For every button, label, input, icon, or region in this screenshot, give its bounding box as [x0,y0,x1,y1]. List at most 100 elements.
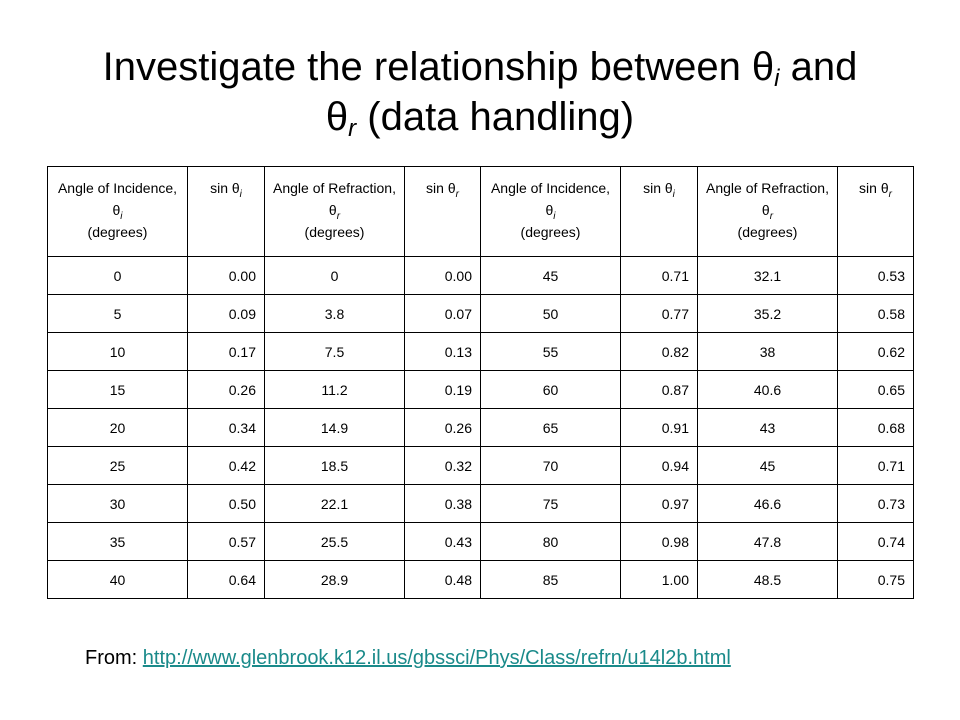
table-row: 15 0.26 11.2 0.19 60 0.87 40.6 0.65 [47,370,914,409]
table-cell: 50 [480,294,621,333]
table-cell: 0.26 [187,370,265,409]
table-row: 20 0.34 14.9 0.26 65 0.91 43 0.68 [47,408,914,447]
table-cell: 0.19 [404,370,481,409]
table-cell: 60 [480,370,621,409]
table-cell: 47.8 [697,522,838,561]
table-cell: 0.97 [620,484,698,523]
header-cell: Angle of Incidence, θi (degrees) [480,166,621,257]
table-cell: 0.13 [404,332,481,371]
table-cell: 0.77 [620,294,698,333]
table-cell: 0.09 [187,294,265,333]
header-text: Angle of Refraction, θ [706,180,829,218]
table-row: 25 0.42 18.5 0.32 70 0.94 45 0.71 [47,446,914,485]
table-cell: 0.32 [404,446,481,485]
table-row: 35 0.57 25.5 0.43 80 0.98 47.8 0.74 [47,522,914,561]
header-cell: Angle of Refraction, θr (degrees) [264,166,405,257]
table-cell: 43 [697,408,838,447]
table-cell: 0.65 [837,370,914,409]
table-cell: 35.2 [697,294,838,333]
source-link[interactable]: http://www.glenbrook.k12.il.us/gbssci/Ph… [142,647,731,669]
table-cell: 0.75 [837,560,914,599]
footer-label: From: [85,647,143,669]
header-text: sin θ [859,180,889,196]
table-cell: 85 [480,560,621,599]
table-cell: 0.91 [620,408,698,447]
table-cell: 0.26 [404,408,481,447]
title-text: θ [325,95,349,139]
header-row: Angle of Incidence, θi (degrees) sin θi Ang… [47,166,914,257]
table-cell: 35 [47,522,188,561]
table-cell: 25.5 [264,522,405,561]
table-cell: 5 [47,294,188,333]
table-cell: 30 [47,484,188,523]
header-subscript: r [769,210,774,222]
table-cell: 0.53 [837,256,914,295]
table-cell: 0.68 [837,408,914,447]
title-text: (data handling) [356,95,635,139]
table-cell: 0.58 [837,294,914,333]
header-text: Angle of Incidence, θ [490,180,611,218]
table-cell: 55 [480,332,621,371]
title-text: and [779,45,858,89]
table-cell: 45 [697,446,838,485]
table-cell: 40.6 [697,370,838,409]
title-subscript: i [774,65,780,92]
table-cell: 22.1 [264,484,405,523]
table-cell: 3.8 [264,294,405,333]
table-cell: 0.34 [187,408,265,447]
table-cell: 7.5 [264,332,405,371]
table-cell: 20 [47,408,188,447]
header-text: sin θ [210,180,240,196]
header-subscript: i [553,210,556,222]
footer: From: http://www.glenbrook.k12.il.us/gbs… [85,647,731,670]
table-cell: 0.07 [404,294,481,333]
table-cell: 0.94 [620,446,698,485]
table-row: 0 0.00 0 0.00 45 0.71 32.1 0.53 [47,256,914,295]
table-cell: 0.82 [620,332,698,371]
header-text: Angle of Refraction, θ [273,180,396,218]
header-cell: Angle of Refraction, θr (degrees) [697,166,838,257]
header-cell: Angle of Incidence, θi (degrees) [47,166,188,257]
title-text: Investigate the relationship between θ [102,45,775,89]
table-row: 40 0.64 28.9 0.48 85 1.00 48.5 0.75 [47,560,914,599]
header-subscript: i [672,188,675,200]
table-cell: 0.71 [620,256,698,295]
table-cell: 40 [47,560,188,599]
table-cell: 0.17 [187,332,265,371]
table-cell: 10 [47,332,188,371]
table-cell: 45 [480,256,621,295]
table-cell: 18.5 [264,446,405,485]
table-cell: 0.71 [837,446,914,485]
table-cell: 80 [480,522,621,561]
header-text: (degrees) [304,224,365,240]
table-cell: 0.38 [404,484,481,523]
table-cell: 15 [47,370,188,409]
header-subscript: r [336,210,341,222]
table-cell: 75 [480,484,621,523]
header-subscript: i [239,188,242,200]
header-text: (degrees) [737,224,798,240]
header-cell: sin θr [404,166,481,257]
table-cell: 0.48 [404,560,481,599]
table-cell: 48.5 [697,560,838,599]
header-text: (degrees) [87,224,148,240]
table-cell: 0.50 [187,484,265,523]
data-table: Angle of Incidence, θi (degrees) sin θi Ang… [47,166,914,599]
table-cell: 0 [264,256,405,295]
header-text: (degrees) [520,224,581,240]
header-text: sin θ [643,180,673,196]
table-row: 10 0.17 7.5 0.13 55 0.82 38 0.62 [47,332,914,371]
table-cell: 14.9 [264,408,405,447]
table-cell: 0 [47,256,188,295]
header-text: Angle of Incidence, θ [57,180,178,218]
table-cell: 11.2 [264,370,405,409]
table-row: 30 0.50 22.1 0.38 75 0.97 46.6 0.73 [47,484,914,523]
header-cell: sin θi [620,166,698,257]
header-text: sin θ [426,180,456,196]
table-cell: 0.00 [187,256,265,295]
table-cell: 38 [697,332,838,371]
table-cell: 65 [480,408,621,447]
table-cell: 0.42 [187,446,265,485]
table-cell: 28.9 [264,560,405,599]
